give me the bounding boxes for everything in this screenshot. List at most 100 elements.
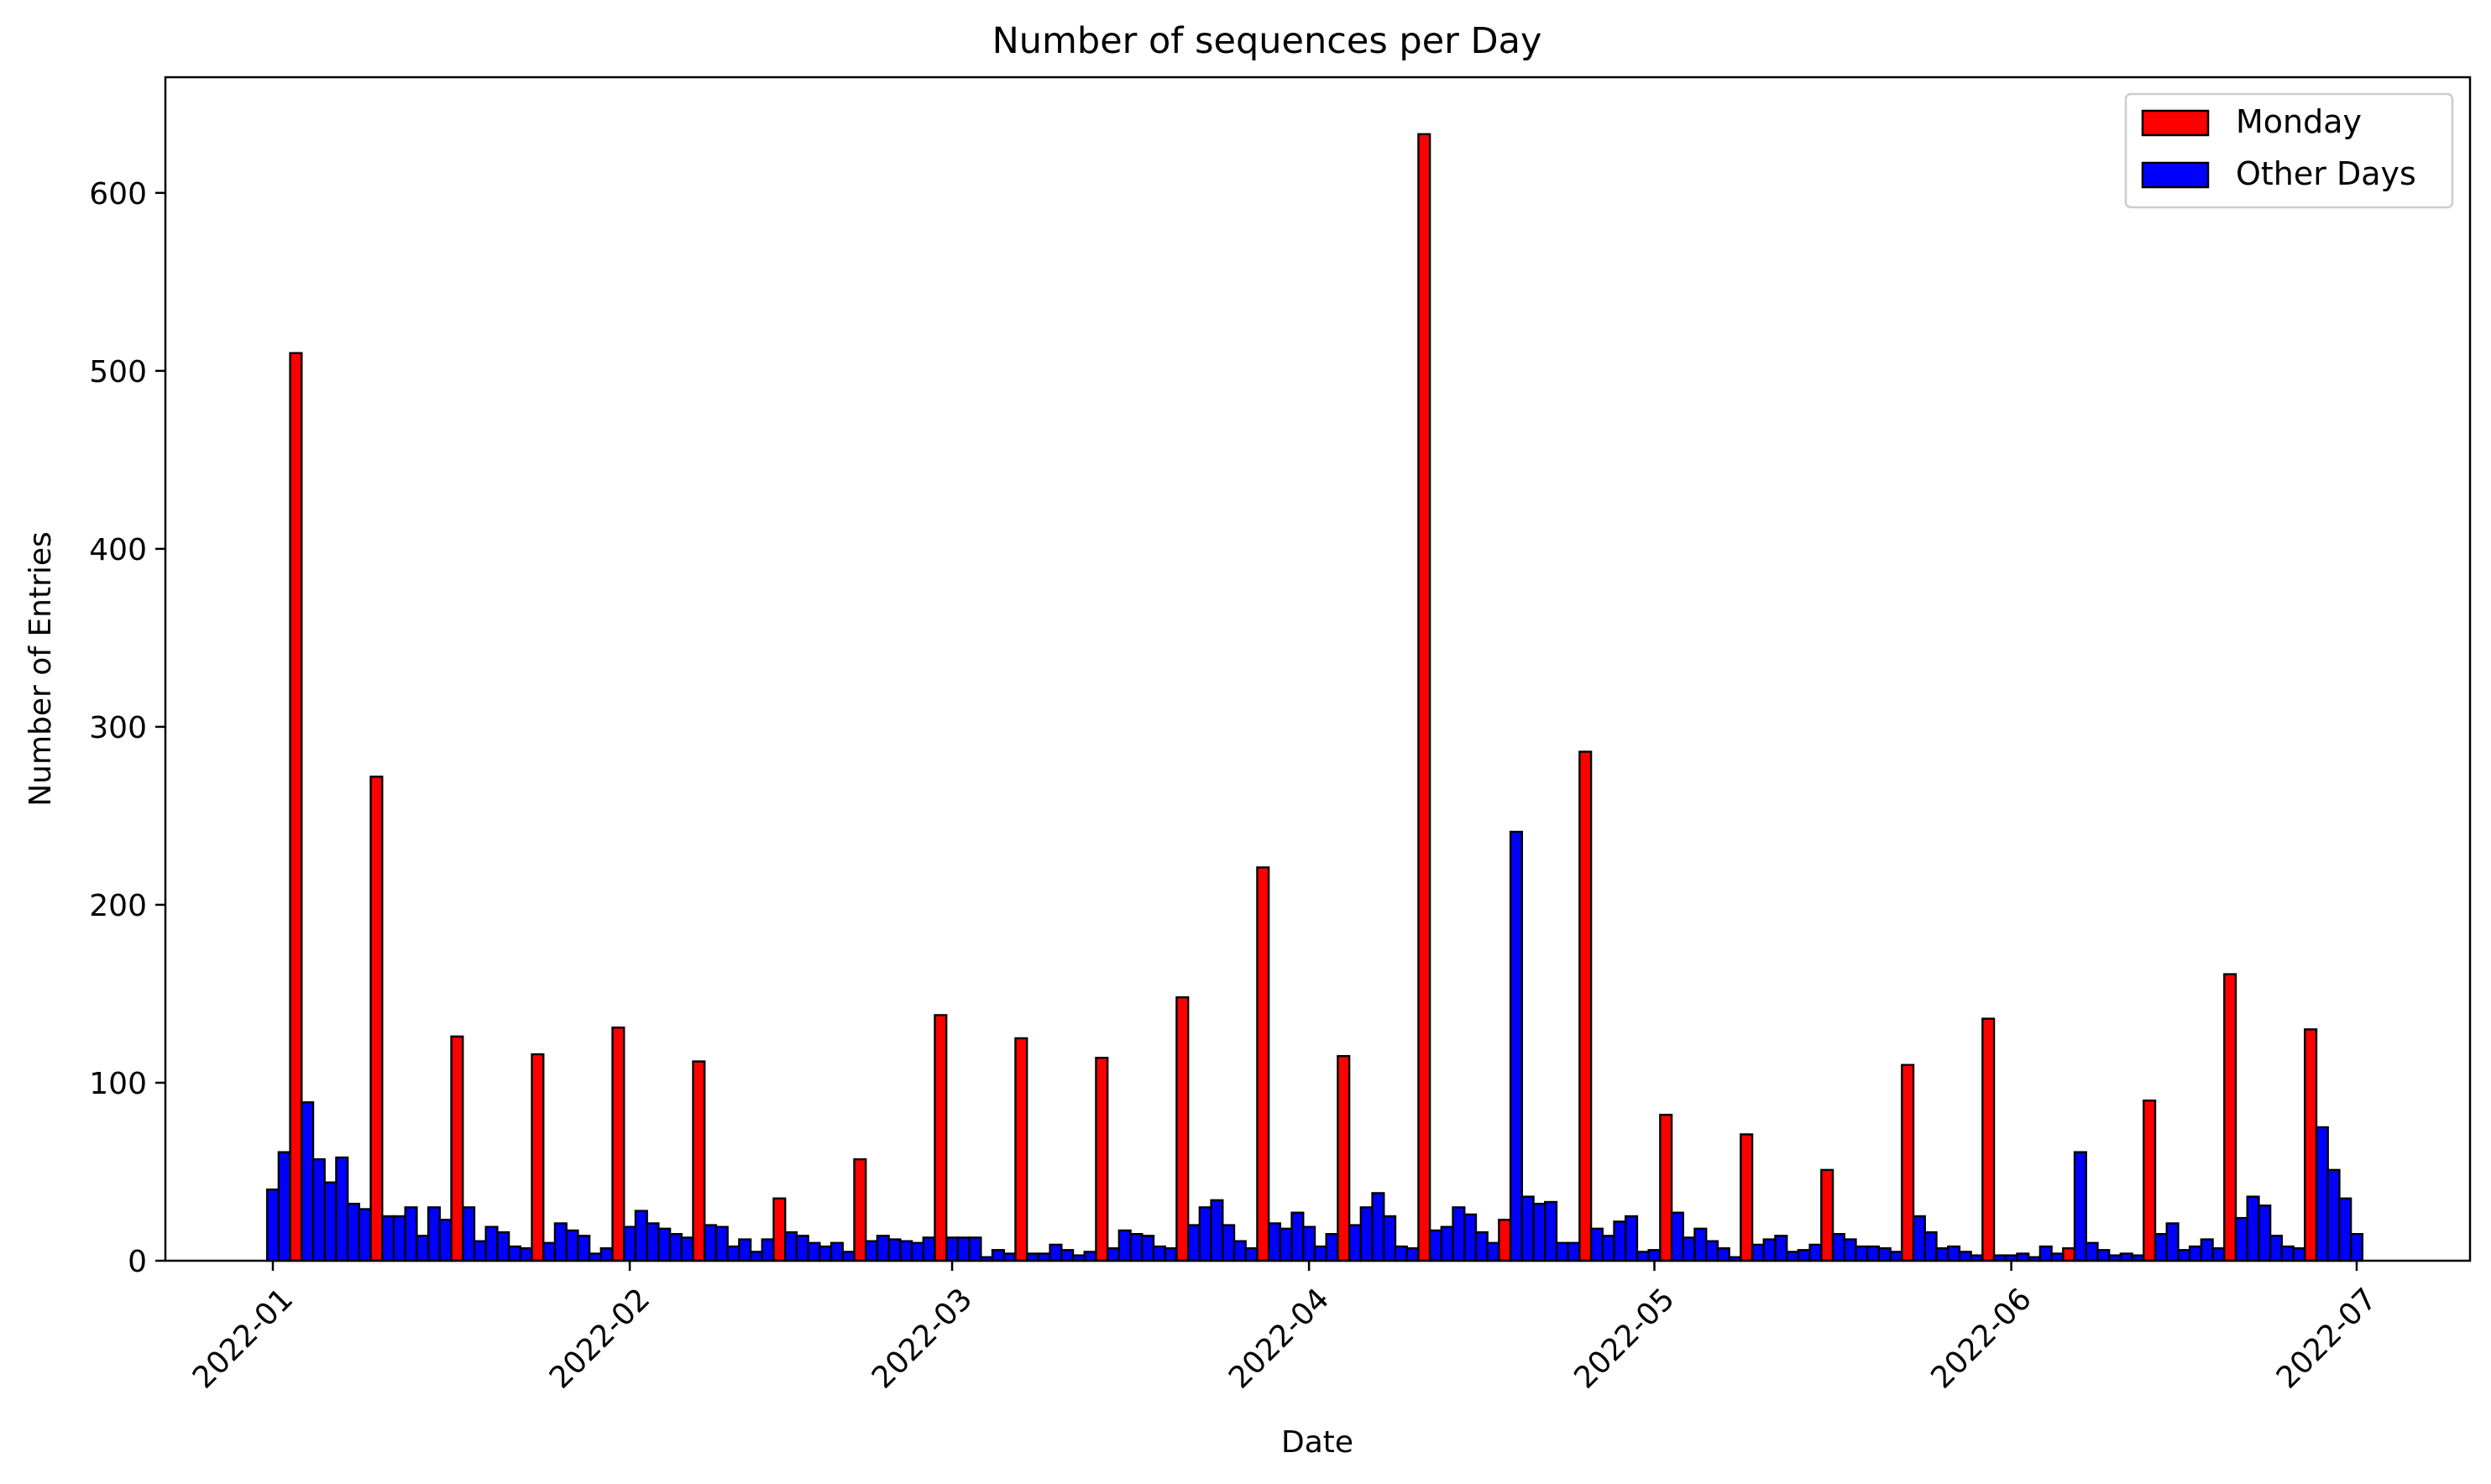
bar-other-day [438,1219,453,1262]
bar-other-day [1544,1200,1558,1262]
bar-other-day [1025,1252,1040,1262]
bar-other-day [588,1252,603,1262]
bar-other-day [761,1238,775,1262]
bar-other-day [991,1249,1005,1262]
bar-other-day [1797,1249,1811,1262]
bar-other-day [2246,1195,2260,1262]
bar-other-day [1762,1238,1777,1262]
bar-other-day [1601,1235,1615,1262]
bar-other-day [1060,1249,1075,1262]
bar-other-day [1267,1222,1282,1262]
bar-other-day [1705,1240,1719,1262]
chart-title: Number of sequences per Day [992,20,1542,62]
bar-other-day [1106,1246,1121,1262]
y-tick-label: 400 [89,533,147,567]
bar-other-day [462,1206,476,1262]
bar-other-day [1198,1206,1212,1262]
bar-other-day [484,1225,499,1262]
y-tick-label: 200 [89,889,147,923]
bar-other-day [301,1101,315,1262]
bar-other-day [2280,1245,2295,1262]
bar-other-day [1889,1251,1903,1262]
bar-monday [1014,1037,1028,1262]
bar-monday [369,776,384,1262]
bar-other-day [795,1235,809,1262]
bar-monday [450,1035,464,1262]
bar-other-day [277,1151,291,1262]
x-tick-label: 2022-07 [2270,1282,2384,1395]
bar-other-day [1935,1246,1949,1262]
y-axis-label: Number of Entries [24,531,58,807]
bar-other-day [1383,1215,1397,1262]
bar-other-day [1486,1241,1500,1262]
y-tick-label: 600 [89,177,147,212]
bar-other-day [1313,1245,1327,1262]
bar-other-day [807,1241,821,1262]
bar-other-day [657,1227,672,1262]
bar-other-day [841,1251,856,1262]
bar-other-day [404,1206,418,1262]
bar-other-day [634,1210,648,1262]
bar-other-day [311,1157,326,1262]
bar-monday [1901,1063,1915,1262]
bar-monday [1175,995,1190,1262]
bar-other-day [1279,1227,1293,1262]
bar-other-day [2038,1245,2053,1262]
bar-other-day [2085,1241,2099,1262]
bar-other-day [2153,1232,2168,1262]
bar-other-day [1555,1241,1569,1262]
bar-other-day [1509,830,1524,1262]
bar-other-day [1325,1232,1339,1262]
bar-other-day [1693,1227,1708,1262]
bar-other-day [2165,1222,2180,1262]
bar-other-day [265,1188,280,1262]
bar-other-day [1716,1246,1730,1262]
bar-other-day [876,1235,890,1262]
x-tick-label: 2022-04 [1222,1282,1336,1395]
bar-other-day [2338,1197,2352,1262]
bar-other-day [1866,1245,1881,1262]
bar-other-day [864,1240,879,1262]
bar-other-day [473,1240,487,1262]
bar-other-day [1348,1224,1363,1262]
bar-other-day [392,1215,406,1262]
x-tick-label: 2022-02 [543,1282,657,1395]
bar-monday [1659,1113,1673,1262]
y-tick-label: 300 [89,711,147,745]
bar-other-day [1831,1232,1845,1262]
bar-other-day [2188,1245,2203,1262]
bar-other-day [1682,1236,1696,1262]
y-tick-label: 0 [128,1245,147,1279]
bar-other-day [427,1206,442,1262]
bar-other-day [1670,1211,1684,1262]
bar-other-day [1613,1220,1627,1262]
bar-other-day [1774,1235,1788,1262]
bar-other-day [2119,1252,2133,1262]
bar-other-day [346,1202,361,1262]
x-tick-label: 2022-06 [1924,1282,2038,1395]
bar-monday [1256,866,1270,1262]
legend-swatch-other-days [2141,161,2210,189]
bar-other-day [381,1215,395,1262]
bar-other-day [1002,1252,1017,1262]
bar-other-day [899,1240,913,1262]
bar-other-day [1371,1192,1385,1262]
bar-monday [611,1027,625,1262]
bar-other-day [1049,1243,1063,1262]
bar-other-day [1244,1246,1259,1262]
bar-other-day [2211,1246,2226,1262]
bar-other-day [1635,1251,1650,1262]
bar-monday [2223,973,2237,1262]
bar-other-day [1567,1241,1581,1262]
bar-monday [2062,1246,2076,1262]
bar-monday [2304,1028,2318,1262]
bar-other-day [1452,1206,1466,1262]
bar-other-day [968,1236,982,1262]
bar-other-day [668,1232,683,1262]
bar-monday [1337,1054,1351,1262]
bar-other-day [922,1236,936,1262]
bar-other-day [599,1246,614,1262]
bar-other-day [1877,1246,1892,1262]
bar-other-day [1855,1245,1869,1262]
bar-other-day [623,1225,637,1262]
